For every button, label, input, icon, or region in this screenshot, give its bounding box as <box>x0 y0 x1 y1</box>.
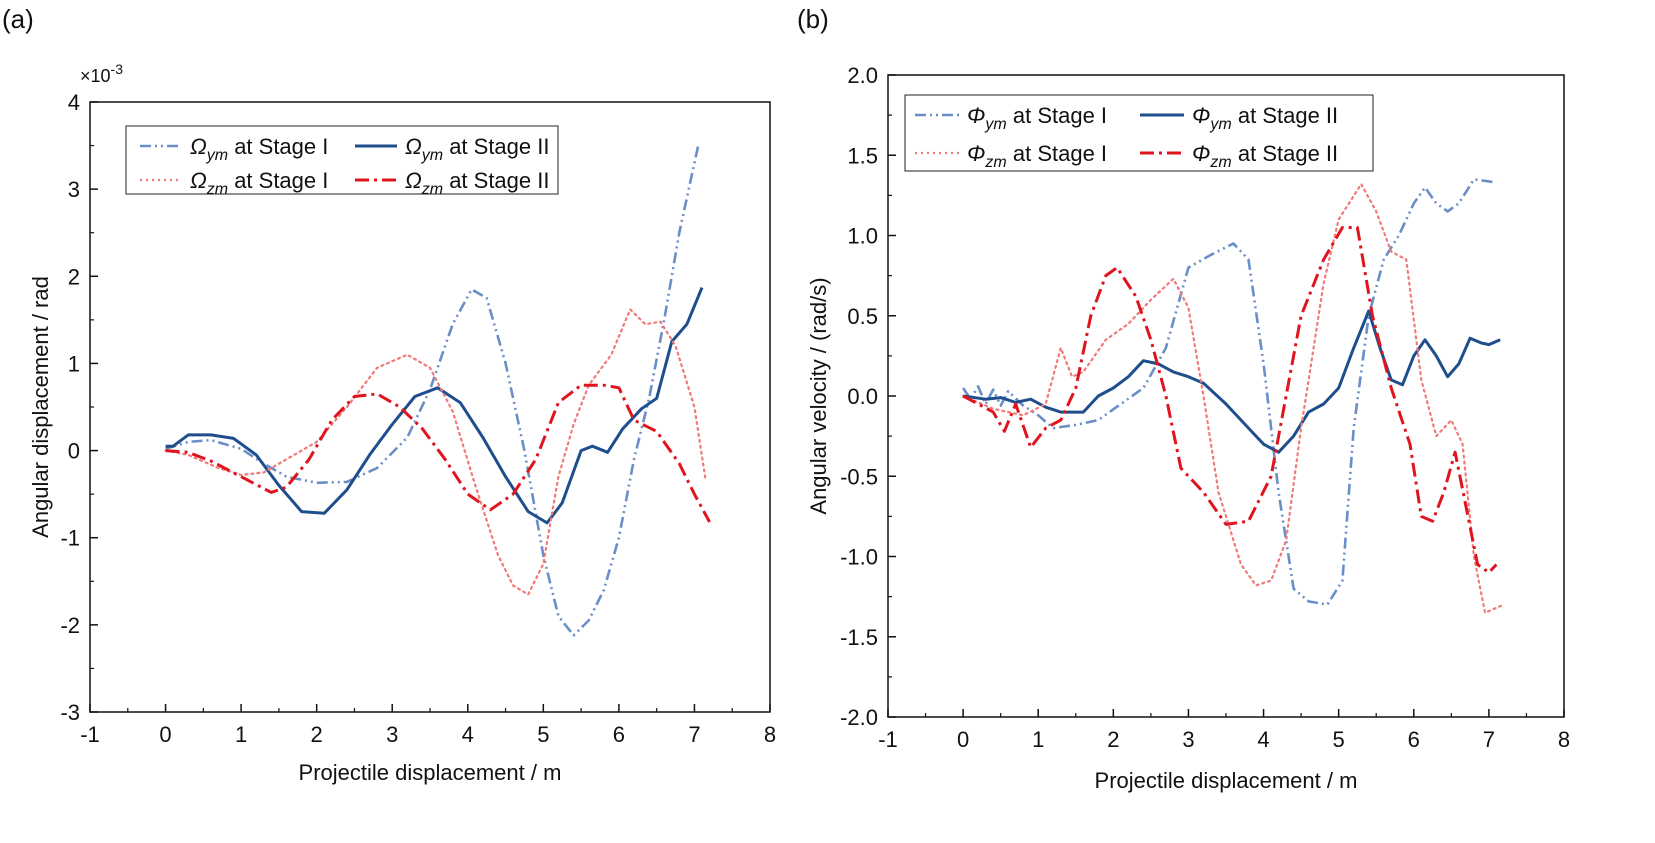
panel-a-ticks: -1 0 1 2 3 4 5 6 7 8 -3 -2 -1 0 1 2 3 4 <box>60 90 776 747</box>
panel-a-y-tick-label: 0 <box>68 439 80 464</box>
panel-a-y-tick-label: 2 <box>68 264 80 289</box>
panel-a-legend-box <box>125 125 559 195</box>
panel-b-legend-subscript: zm <box>984 154 1006 171</box>
panel-b-legend-label: Φzm at Stage I <box>967 141 1107 171</box>
panel-a-plot-area <box>164 145 711 637</box>
panel-b-axes-frame <box>887 74 1565 718</box>
panel-a-legend-suffix: at Stage II <box>443 134 549 159</box>
panel-a-legend-subscript: zm <box>421 181 443 198</box>
panel-b-legend-symbol: Φ <box>967 103 985 128</box>
panel-b-legend-label: Φzm at Stage II <box>1192 141 1338 171</box>
panel-a-x-tick-label: 1 <box>235 722 247 747</box>
panel-b-y-tick-label: 0.5 <box>847 304 878 329</box>
panel-a-exponent-power: -3 <box>111 61 124 77</box>
panel-b-x-axis-title: Projectile displacement / m <box>1095 768 1358 793</box>
panel-a-x-axis-title: Projectile displacement / m <box>299 760 562 785</box>
panel-b-x-tick-label: 1 <box>1032 727 1044 752</box>
panel-a-y-tick-label: -2 <box>60 613 80 638</box>
panel-a-series-zm-stage1-line <box>164 308 707 596</box>
panel-a-y-tick-label: -1 <box>60 526 80 551</box>
panel-a-legend-label: Ωym at Stage I <box>190 134 328 164</box>
panel-a-legend-suffix: at Stage I <box>228 168 328 193</box>
panel-a-legend-suffix: at Stage II <box>443 168 549 193</box>
panel-a-x-tick-label: 4 <box>462 722 474 747</box>
panel-a-axes-frame <box>89 101 771 713</box>
panel-a-x-tick-label: 6 <box>613 722 625 747</box>
panel-b: (b) -1 0 1 2 3 4 5 6 7 8 -2.0 -1.5 -1.0 -0.5 0.0 0.5 1.0… <box>797 4 1570 793</box>
panel-b-legend-suffix: at Stage I <box>1007 103 1107 128</box>
panel-b-y-tick-label: 2.0 <box>847 63 878 88</box>
panel-b-y-tick-label: -2.0 <box>840 705 878 730</box>
panel-b-series-zm-stage2-line <box>962 226 1498 574</box>
panel-a-exponent-base: ×10 <box>80 66 111 86</box>
panel-a-legend-symbol: Ω <box>405 134 422 159</box>
panel-b-legend-suffix: at Stage I <box>1007 141 1107 166</box>
panel-a-series-ym-stage1-line <box>165 145 700 637</box>
panel-a-legend-subscript: ym <box>421 147 443 164</box>
panel-a-legend-label: Ωzm at Stage I <box>190 168 328 198</box>
panel-b-y-tick-label: 0.0 <box>847 384 878 409</box>
panel-b-y-tick-label: -1.0 <box>840 545 878 570</box>
panel-b-x-tick-label: 6 <box>1408 727 1420 752</box>
panel-a-series-ym-stage2-line <box>165 287 704 525</box>
panel-a-y-tick-label: 3 <box>68 177 80 202</box>
panel-a-y-tick-label: -3 <box>60 700 80 725</box>
panel-b-legend-label: Φym at Stage II <box>1192 103 1338 133</box>
panel-a-y-tick-label: 4 <box>68 90 80 115</box>
panel-a-legend-label: Ωzm at Stage II <box>405 168 549 198</box>
panel-a-legend-subscript: zm <box>206 181 228 198</box>
panel-a-label: (a) <box>2 4 34 34</box>
panel-a-legend-subscript: ym <box>206 147 228 164</box>
panel-b-legend-subscript: ym <box>984 116 1006 133</box>
panel-a-y-tick-label: 1 <box>68 351 80 376</box>
panel-b-legend-subscript: zm <box>1209 154 1231 171</box>
panel-b-legend-suffix: at Stage II <box>1232 141 1338 166</box>
panel-a-x-tick-label: 3 <box>386 722 398 747</box>
panel-a-legend-symbol: Ω <box>190 134 207 159</box>
panel-b-y-axis-title: Angular velocity / (rad/s) <box>806 277 831 514</box>
panel-b-x-tick-label: 7 <box>1483 727 1495 752</box>
panel-b-ticks: -1 0 1 2 3 4 5 6 7 8 -2.0 -1.5 -1.0 -0.5 0.0 0.5 1.0 1.5 2… <box>840 63 1570 752</box>
panel-a-legend-symbol: Ω <box>405 168 422 193</box>
panel-a-x-tick-label: 0 <box>159 722 171 747</box>
panel-b-series-zm-stage1-line <box>962 183 1505 614</box>
panel-b-y-tick-label: -0.5 <box>840 464 878 489</box>
panel-a-legend-suffix: at Stage I <box>228 134 328 159</box>
panel-a-legend-label: Ωym at Stage II <box>405 134 549 164</box>
panel-b-series-ym-stage2-line <box>962 309 1501 454</box>
panel-b-legend-symbol: Φ <box>1192 103 1210 128</box>
panel-b-legend-box <box>904 94 1374 172</box>
panel-b-label: (b) <box>797 4 829 34</box>
panel-b-series-ym-stage1-line <box>962 178 1497 606</box>
panel-a-x-tick-label: -1 <box>80 722 100 747</box>
panel-a-exponent-label: ×10-3 <box>80 61 123 86</box>
panel-b-x-tick-label: 4 <box>1257 727 1269 752</box>
panel-a-series-zm-stage2-line <box>165 383 711 523</box>
panel-b-plot-area <box>962 178 1505 614</box>
panel-b-legend-symbol: Φ <box>967 141 985 166</box>
panel-b-legend-label: Φym at Stage I <box>967 103 1107 133</box>
panel-b-y-tick-label: -1.5 <box>840 625 878 650</box>
panel-a-x-tick-label: 5 <box>537 722 549 747</box>
panel-a-x-tick-label: 2 <box>311 722 323 747</box>
panel-b-y-tick-label: 1.0 <box>847 224 878 249</box>
panel-b-x-tick-label: 0 <box>957 727 969 752</box>
panel-b-x-tick-label: 3 <box>1182 727 1194 752</box>
panel-b-x-tick-label: 8 <box>1558 727 1570 752</box>
panel-a-x-tick-label: 8 <box>764 722 776 747</box>
panel-a-x-tick-label: 7 <box>688 722 700 747</box>
panel-a-legend-symbol: Ω <box>190 168 207 193</box>
panel-b-x-tick-label: 2 <box>1107 727 1119 752</box>
panel-b-x-tick-label: -1 <box>878 727 898 752</box>
panel-b-legend-suffix: at Stage II <box>1232 103 1338 128</box>
panel-a-y-axis-title: Angular displacement / rad <box>28 276 53 538</box>
panel-b-x-tick-label: 5 <box>1333 727 1345 752</box>
panel-b-y-tick-label: 1.5 <box>847 143 878 168</box>
panel-b-legend-symbol: Φ <box>1192 141 1210 166</box>
panel-b-legend-subscript: ym <box>1209 116 1231 133</box>
